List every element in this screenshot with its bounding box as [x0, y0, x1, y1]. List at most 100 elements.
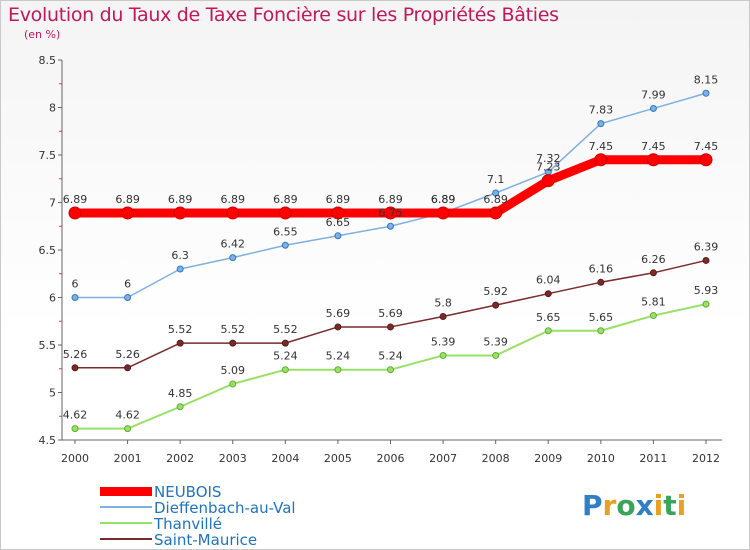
data-point	[541, 174, 555, 188]
data-label: 5.26	[115, 348, 140, 361]
data-point	[439, 313, 447, 320]
data-label: 6.89	[431, 193, 456, 206]
logo-letter: o	[616, 489, 636, 522]
data-label: 5.39	[431, 335, 456, 348]
x-tick-label: 2010	[587, 452, 615, 465]
data-labels-group: 6 66.36.426.556.656.756.897.17.327.837.99…	[63, 73, 719, 421]
data-label: 5.92	[483, 285, 508, 298]
data-label: 6.89	[115, 193, 140, 206]
data-label: 7.45	[641, 140, 666, 153]
data-label: 6.39	[694, 240, 719, 253]
data-point	[544, 327, 552, 335]
data-label: 5.24	[326, 350, 351, 363]
legend-label: Saint-Maurice	[154, 531, 258, 549]
y-tick-label: 8	[49, 102, 56, 115]
y-tick-label: 7	[49, 197, 56, 210]
data-point	[71, 425, 79, 433]
data-point	[384, 206, 397, 220]
proxiti-logo: Proxiti	[582, 489, 686, 522]
data-label: 6.89	[483, 193, 508, 206]
y-tick-label: 7.5	[39, 149, 57, 162]
legend-item-thanvill-: Thanvillé	[100, 515, 340, 533]
data-point	[492, 301, 500, 309]
data-point	[124, 294, 132, 301]
data-label: 7.45	[589, 140, 614, 153]
data-label: 5.65	[536, 311, 561, 324]
data-label: 6.16	[589, 262, 614, 275]
data-point	[492, 189, 500, 197]
x-tick-label: 2009	[534, 452, 562, 465]
logo-letter: i	[676, 489, 687, 522]
x-tick-label: 2005	[324, 452, 352, 465]
data-point	[597, 327, 605, 335]
data-point	[124, 425, 132, 433]
y-tick-label: 5	[49, 387, 56, 400]
data-label: 5.81	[641, 296, 666, 309]
x-tick-label: 2004	[271, 452, 299, 465]
logo-letter: t	[663, 489, 677, 522]
data-label: 6	[124, 278, 131, 291]
y-tick-label: 6.5	[39, 244, 57, 257]
data-label: 6.89	[273, 193, 298, 206]
data-label: 6.89	[378, 193, 403, 206]
data-point	[489, 206, 503, 220]
data-point	[281, 366, 289, 374]
data-label: 6.3	[171, 249, 189, 262]
data-label: 6.89	[168, 193, 193, 206]
data-label: 7.1	[487, 173, 505, 186]
data-point	[229, 380, 237, 388]
data-label: 6.55	[273, 225, 298, 238]
data-point	[702, 89, 710, 97]
x-tick-label: 2008	[482, 452, 510, 465]
chart-title: Evolution du Taux de Taxe Foncière sur l…	[8, 4, 559, 26]
data-point	[226, 206, 240, 220]
data-point	[68, 206, 82, 220]
data-label: 6	[72, 278, 79, 291]
data-label: 7.23	[536, 161, 561, 174]
y-tick-label: 5.5	[39, 339, 57, 352]
data-point	[594, 153, 608, 167]
data-point	[439, 351, 447, 359]
data-point	[702, 256, 710, 264]
x-tick-label: 2000	[61, 452, 89, 465]
x-tick-label: 2001	[114, 452, 142, 465]
data-point	[331, 206, 345, 220]
x-tick-label: 2011	[639, 452, 667, 465]
data-label: 5.52	[273, 323, 298, 336]
legend-label: Dieffenbach-au-Val	[154, 499, 296, 517]
legend-swatch	[100, 538, 152, 540]
data-label: 6.89	[326, 193, 351, 206]
data-point	[387, 323, 394, 331]
data-point	[173, 206, 187, 220]
y-tick-label: 8.5	[39, 54, 57, 67]
y-tick-label: 6	[49, 292, 56, 305]
data-point	[649, 312, 657, 320]
x-tick-label: 2003	[219, 452, 247, 465]
y-tick-label: 4.5	[39, 434, 57, 447]
data-label: 5.65	[589, 311, 614, 324]
data-label: 4.85	[168, 387, 193, 400]
data-label: 5.09	[221, 364, 246, 377]
legend-label: NEUBOIS	[154, 483, 222, 501]
data-label: 6.89	[63, 193, 88, 206]
data-label: 5.52	[221, 323, 246, 336]
legend-item-saint-maurice: Saint-Maurice	[100, 531, 340, 549]
data-label: 7.45	[694, 140, 719, 153]
data-label: 6.42	[221, 238, 246, 251]
data-label: 6.75	[378, 206, 403, 219]
data-point	[278, 206, 292, 220]
data-point	[597, 120, 605, 128]
data-label: 7.32	[536, 152, 561, 165]
logo-letter: P	[582, 489, 603, 522]
data-label: 5.93	[694, 284, 719, 297]
data-label: 6.26	[641, 253, 666, 266]
legend-item-neubois: NEUBOIS	[100, 483, 340, 501]
data-point	[597, 278, 605, 286]
data-label: 8.15	[694, 73, 719, 86]
data-point	[492, 351, 500, 359]
data-point	[544, 290, 552, 298]
legend-swatch	[100, 486, 152, 496]
legend-swatch	[100, 522, 152, 524]
